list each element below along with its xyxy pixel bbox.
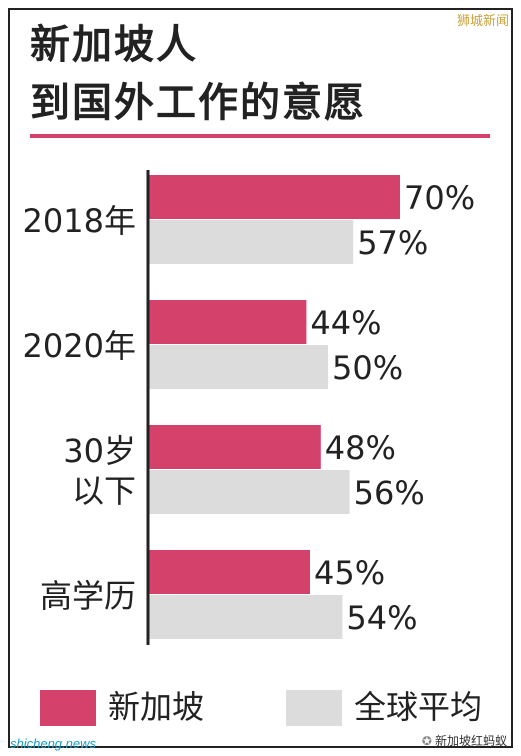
watermark-bottom-left: shicheng.news <box>10 736 96 751</box>
data-label-singapore-1: 44% <box>310 304 381 342</box>
legend-swatch-singapore <box>40 690 96 726</box>
bar-global-3 <box>148 595 343 639</box>
watermark-bottom-right-text: 新加坡红蚂蚁 <box>434 734 507 748</box>
wechat-icon: ✪ <box>421 734 432 748</box>
data-label-global-2: 56% <box>354 474 425 512</box>
data-label-singapore-2: 48% <box>325 429 396 467</box>
legend-label-global: 全球平均 <box>354 688 483 726</box>
bar-global-0 <box>148 220 354 264</box>
bar-singapore-0 <box>148 175 400 219</box>
data-label-singapore-0: 70% <box>404 179 475 217</box>
category-label-2-0: 30岁 <box>63 432 136 470</box>
legend-swatch-global <box>286 690 342 726</box>
watermark-top-right: 狮城新闻 <box>456 14 509 29</box>
data-label-global-1: 50% <box>332 349 403 387</box>
chart-title-line-2: 到国外工作的意愿 <box>30 80 366 126</box>
watermark-bottom-right: ✪ 新加坡红蚂蚁 <box>422 732 507 749</box>
data-label-global-3: 54% <box>346 599 417 637</box>
bar-singapore-3 <box>148 550 310 594</box>
title-underline <box>30 134 490 138</box>
legend-label-singapore: 新加坡 <box>108 688 205 726</box>
category-label-1-0: 2020年 <box>23 327 136 365</box>
category-label-0-0: 2018年 <box>23 202 136 240</box>
bar-singapore-2 <box>148 425 321 469</box>
data-label-singapore-3: 45% <box>314 554 385 592</box>
data-label-global-0: 57% <box>357 224 428 262</box>
bar-global-1 <box>148 345 328 389</box>
chart-title-line-1: 新加坡人 <box>30 22 198 68</box>
bar-global-2 <box>148 470 350 514</box>
bar-singapore-1 <box>148 300 307 344</box>
category-label-2-1: 以下 <box>72 472 136 510</box>
category-label-3-0: 高学历 <box>40 577 136 615</box>
